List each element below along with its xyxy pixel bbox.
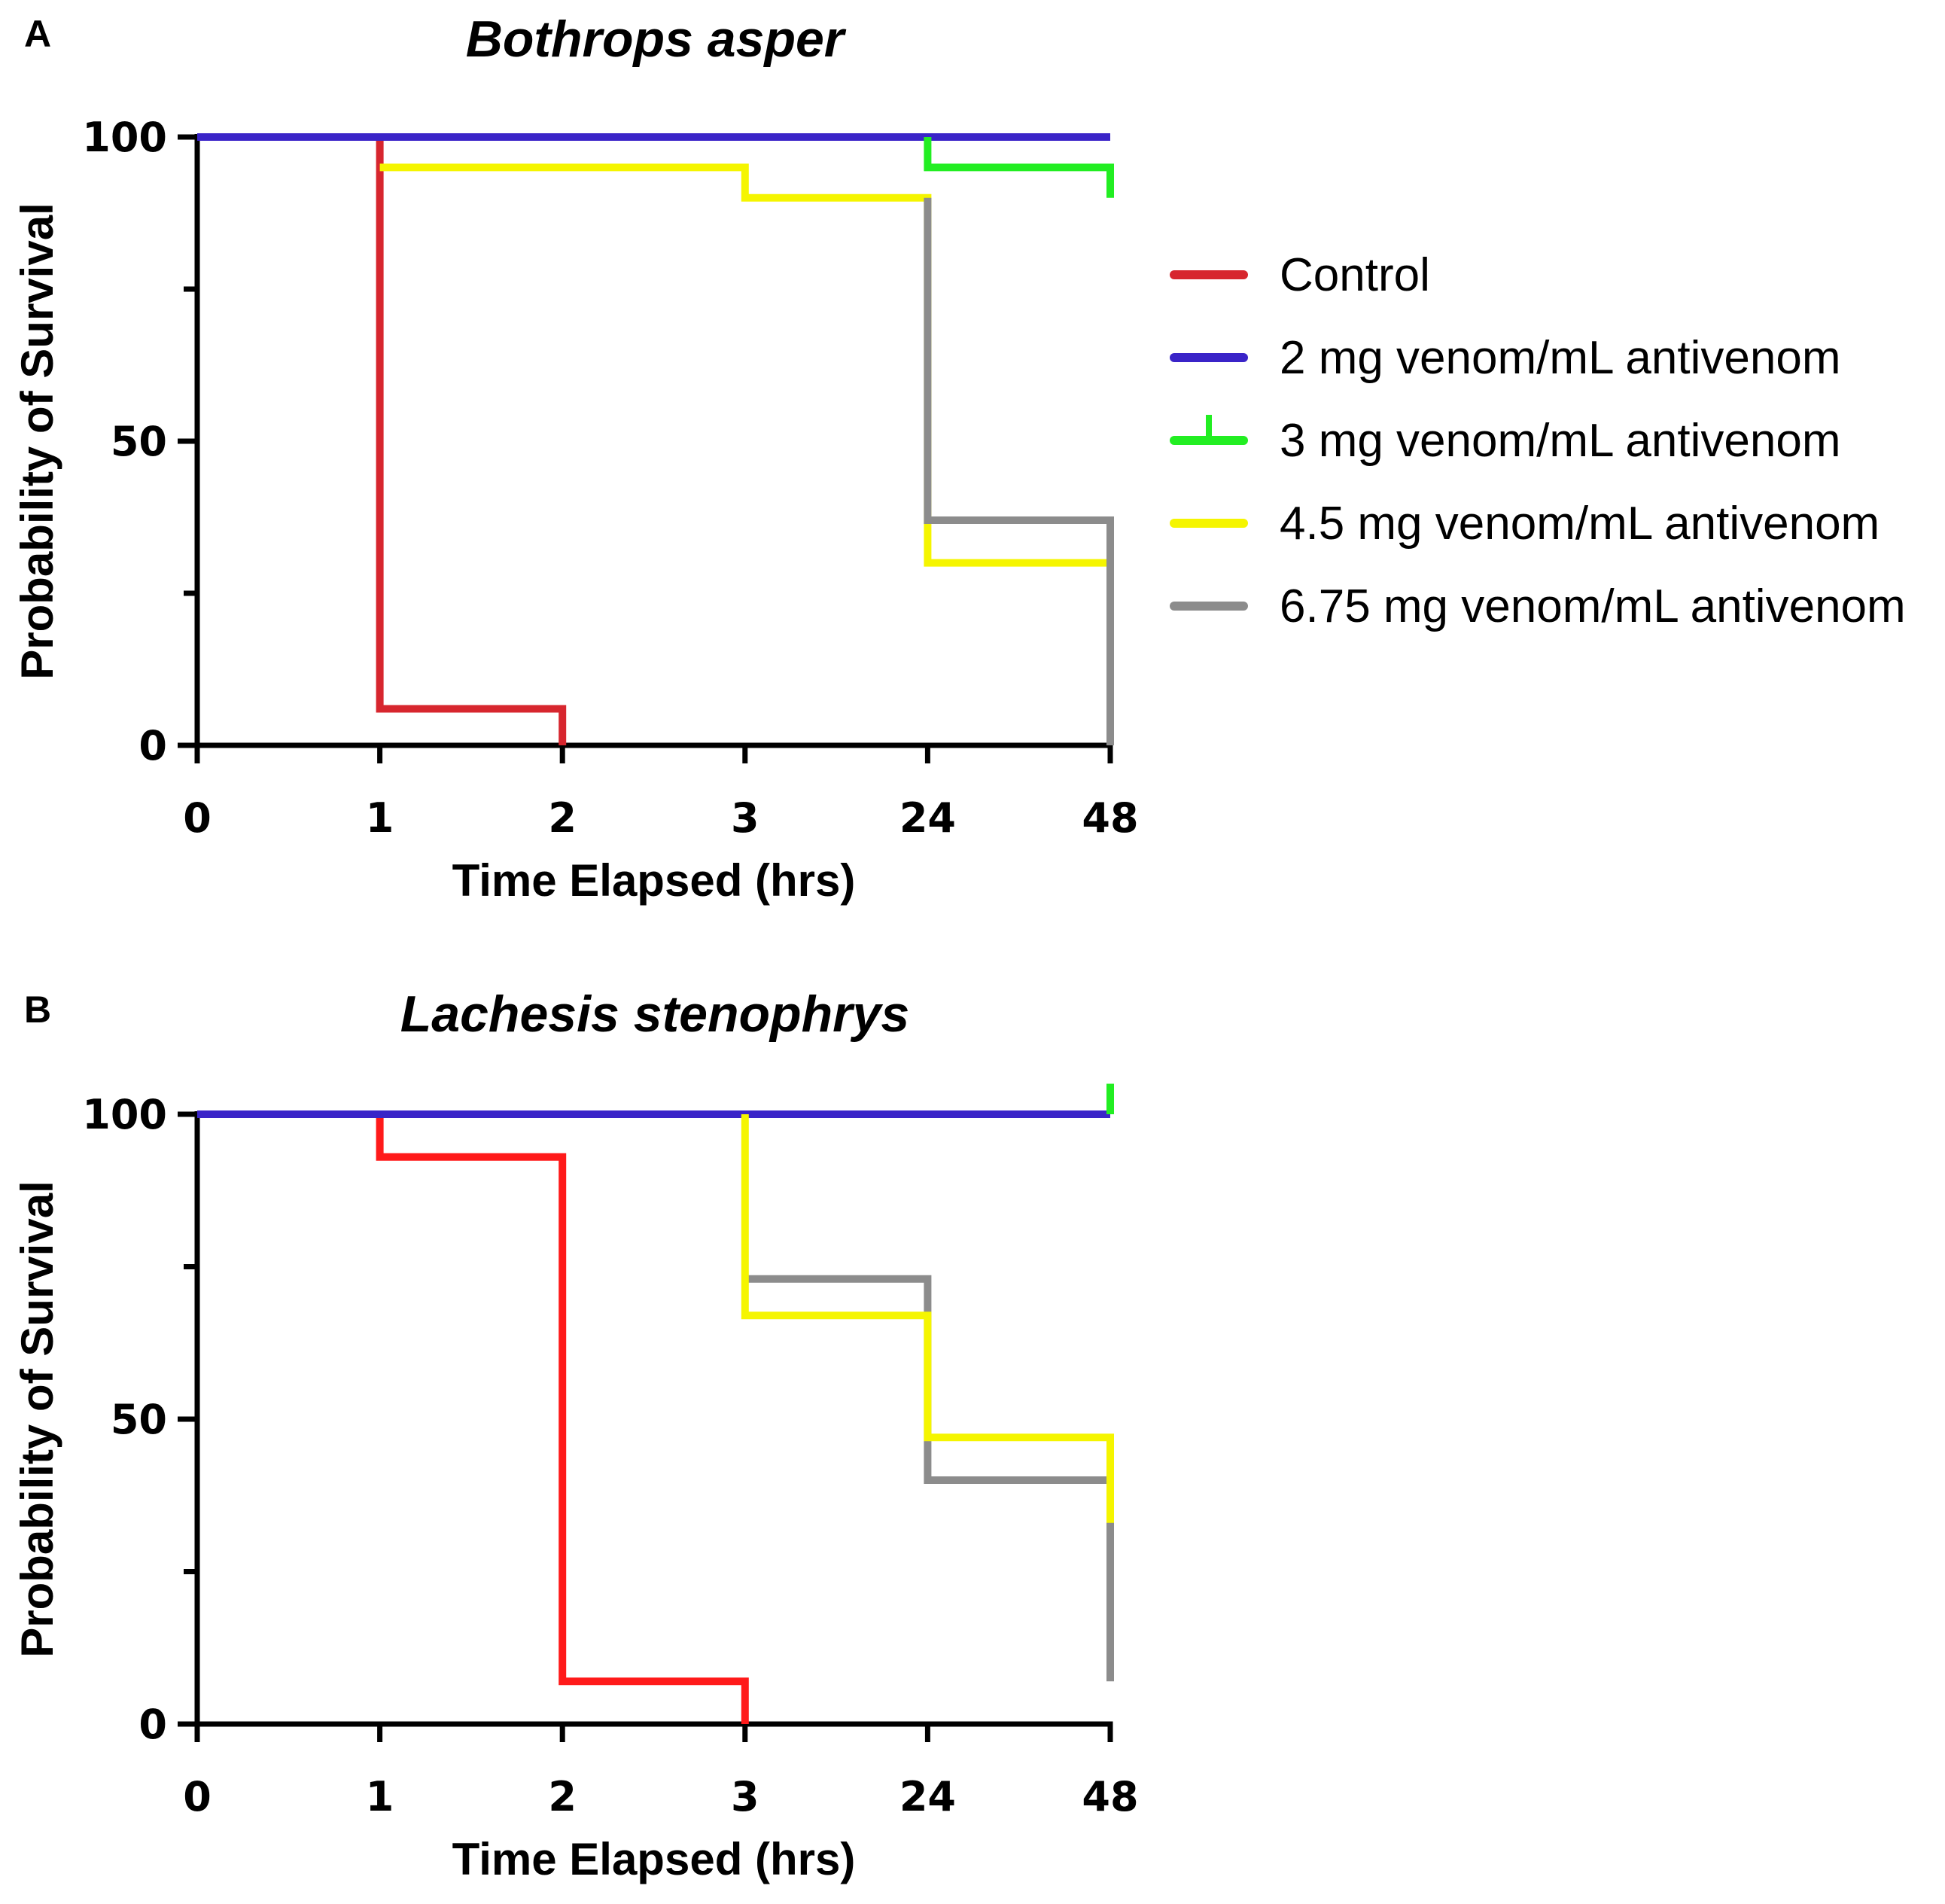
y-tick-label: 50 bbox=[111, 418, 167, 465]
y-tick-label: 0 bbox=[138, 1701, 167, 1748]
legend-label: Control bbox=[1280, 249, 1430, 301]
chart-title: Bothrops asper bbox=[466, 11, 847, 68]
legend-label: 6.75 mg venom/mL antivenom bbox=[1280, 580, 1906, 632]
x-tick-label: 48 bbox=[1082, 794, 1138, 842]
legend-label: 2 mg venom/mL antivenom bbox=[1280, 332, 1840, 384]
x-tick-label: 48 bbox=[1082, 1773, 1138, 1820]
panel-letter: B bbox=[24, 989, 51, 1031]
x-tick-label: 2 bbox=[548, 1773, 577, 1820]
series-line-6-75-mg-venom-ml-antivenom bbox=[744, 1275, 1114, 1682]
y-tick-label: 100 bbox=[82, 1091, 167, 1138]
series-line-control bbox=[197, 133, 567, 745]
x-tick-label: 3 bbox=[731, 1773, 759, 1820]
y-tick-label: 0 bbox=[138, 722, 167, 769]
panel-b: B Lachesis stenophrys 0 50 100 0 1 2 3 24 48 Time E… bbox=[12, 986, 1139, 1884]
y-tick-label: 50 bbox=[111, 1396, 167, 1443]
x-tick-label: 2 bbox=[548, 794, 577, 842]
series-line-control bbox=[197, 1110, 749, 1724]
x-tick-label: 3 bbox=[731, 794, 759, 842]
legend-label: 3 mg venom/mL antivenom bbox=[1280, 415, 1840, 467]
series-line-6-75-mg-venom-ml-antivenom bbox=[924, 197, 1114, 745]
series-line-3-mg-venom-ml-antivenom bbox=[924, 137, 1114, 198]
x-tick-label: 24 bbox=[899, 794, 956, 842]
x-tick-label: 0 bbox=[183, 1773, 212, 1820]
panel-letter: A bbox=[24, 13, 51, 55]
y-tick-label: 100 bbox=[82, 114, 167, 161]
panel-a: A Bothrops asper 0 50 100 0 1 2 3 24 48 Time Elapse… bbox=[12, 11, 1139, 906]
x-tick-label: 0 bbox=[183, 794, 212, 842]
x-tick-label: 1 bbox=[366, 794, 394, 842]
series-line-4-5-mg-venom-ml-antivenom bbox=[741, 1114, 1114, 1523]
y-axis-label: Probability of Survival bbox=[12, 203, 62, 680]
x-tick-label: 1 bbox=[366, 1773, 394, 1820]
x-axis-label: Time Elapsed (hrs) bbox=[452, 855, 856, 906]
series-line-4-5-mg-venom-ml-antivenom bbox=[379, 163, 1110, 567]
x-axis-label: Time Elapsed (hrs) bbox=[452, 1834, 856, 1884]
legend: Control 2 mg venom/mL antivenom 3 mg venom… bbox=[1170, 249, 1906, 632]
legend-label: 4.5 mg venom/mL antivenom bbox=[1280, 498, 1880, 550]
y-axis-label: Probability of Survival bbox=[12, 1180, 62, 1658]
chart-title: Lachesis stenophrys bbox=[400, 986, 909, 1043]
x-tick-label: 24 bbox=[899, 1773, 956, 1820]
